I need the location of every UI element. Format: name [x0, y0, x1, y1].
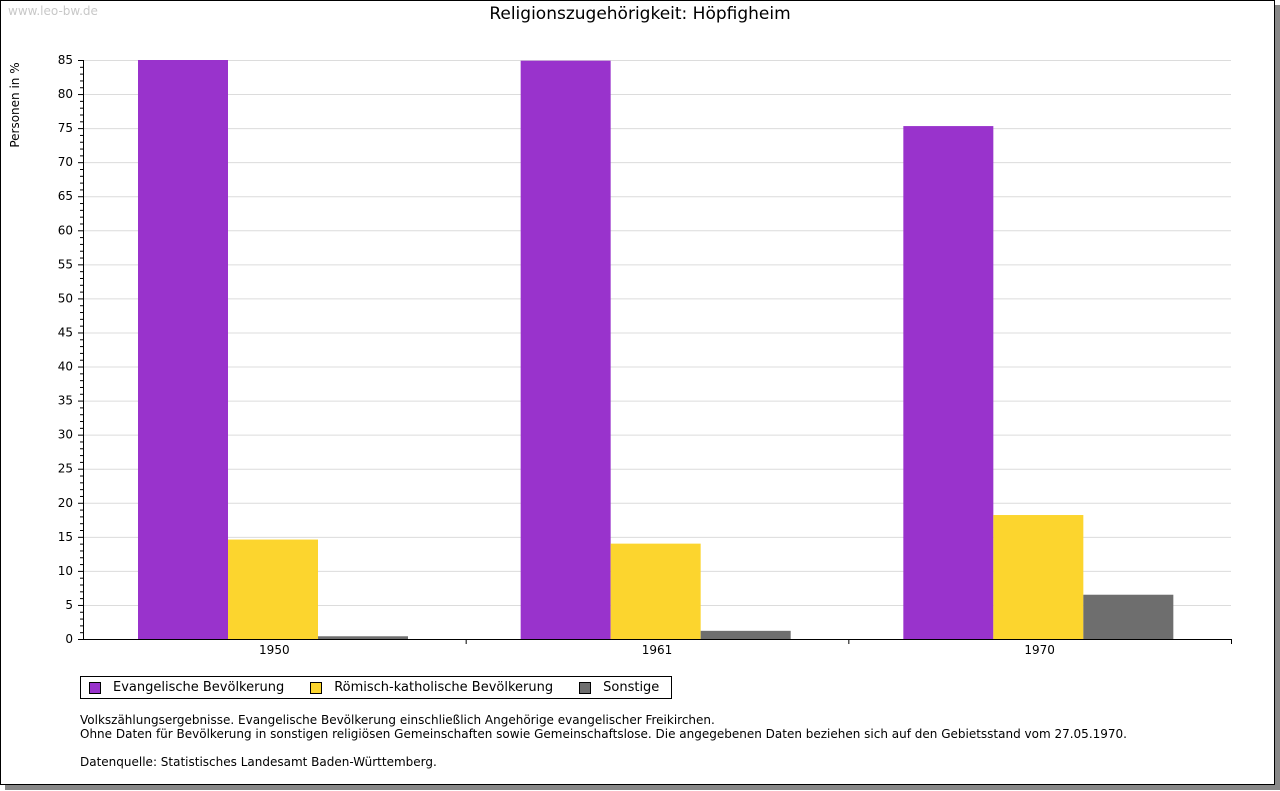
y-tick-label: 50 — [58, 291, 73, 305]
bar-1970-1 — [993, 515, 1084, 639]
y-tick-label: 80 — [58, 87, 73, 101]
legend-label: Römisch-katholische Bevölkerung — [334, 680, 554, 695]
chart-notes: Volkszählungsergebnisse. Evangelische Be… — [80, 713, 1127, 769]
y-tick-label: 70 — [58, 155, 73, 169]
data-source: Datenquelle: Statistisches Landesamt Bad… — [80, 755, 437, 769]
y-tick-label: 45 — [58, 325, 73, 339]
y-tick-label: 35 — [58, 394, 73, 408]
y-tick-label: 20 — [58, 496, 73, 510]
legend-label: Evangelische Bevölkerung — [113, 680, 285, 695]
bar-1970-2 — [1083, 594, 1174, 639]
chart-title: Religionszugehörigkeit: Höpfigheim — [489, 4, 791, 24]
watermark: www.leo-bw.de — [8, 4, 98, 18]
y-tick-label: 55 — [58, 257, 73, 271]
bar-1950-1 — [228, 539, 318, 639]
note-1: Volkszählungsergebnisse. Evangelische Be… — [80, 713, 715, 727]
bar-1961-0 — [520, 60, 611, 640]
y-tick-label: 85 — [58, 53, 73, 67]
legend-swatch — [579, 681, 592, 694]
y-tick-label: 10 — [58, 564, 73, 578]
legend-item: Römisch-katholische Bevölkerung — [310, 680, 553, 695]
note-3 — [80, 741, 1127, 755]
legend-item: Evangelische Bevölkerung — [89, 680, 284, 695]
bar-1961-1 — [610, 543, 701, 639]
note-2: Ohne Daten für Bevölkerung in sonstigen … — [80, 727, 1127, 741]
x-tick-label: 1961 — [642, 643, 673, 657]
y-tick-label: 15 — [58, 530, 73, 544]
y-tick-label: 5 — [65, 598, 73, 612]
y-tick-label: 75 — [58, 121, 73, 135]
x-tick-label: 1970 — [1024, 643, 1055, 657]
y-tick-label: 60 — [58, 223, 73, 237]
y-tick-label: 25 — [58, 462, 73, 476]
legend: Evangelische Bevölkerung Römisch-katholis… — [80, 676, 673, 699]
y-tick-label: 0 — [65, 632, 73, 646]
bar-1970-0 — [903, 126, 994, 640]
bar-1950-0 — [138, 60, 228, 639]
bar-1961-2 — [700, 630, 791, 639]
y-tick-label: 65 — [58, 189, 73, 203]
legend-swatch — [310, 681, 323, 694]
bar-1950-2 — [318, 636, 408, 639]
y-tick-label: 40 — [58, 360, 73, 374]
x-tick-label: 1950 — [259, 643, 290, 657]
y-tick-label: 30 — [58, 428, 73, 442]
legend-swatch — [89, 681, 101, 694]
legend-label: Sonstige — [603, 680, 660, 695]
legend-item: Sonstige — [579, 680, 659, 695]
